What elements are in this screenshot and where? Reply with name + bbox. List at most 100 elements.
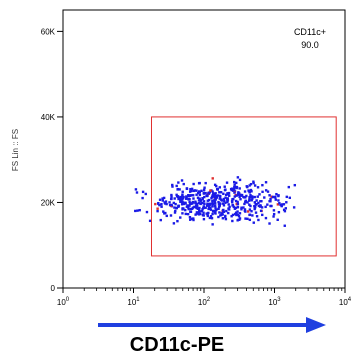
data-point [223, 188, 227, 192]
data-point [204, 181, 207, 185]
data-point [182, 202, 185, 206]
data-point [248, 203, 251, 206]
data-point [158, 203, 161, 207]
data-point [174, 209, 177, 213]
x-tick-exponent: 3 [277, 297, 281, 303]
x-tick-exponent: 4 [348, 297, 352, 303]
x-tick-base: 10 [198, 298, 207, 307]
data-point [261, 190, 264, 194]
data-point [203, 202, 206, 206]
data-point [169, 197, 173, 201]
data-point [198, 193, 202, 197]
data-point [236, 200, 239, 204]
data-point [246, 185, 249, 189]
data-point [169, 214, 173, 217]
x-tick-label: 104 [339, 297, 352, 307]
data-point [227, 203, 230, 206]
data-point [156, 207, 159, 210]
data-point [285, 195, 288, 199]
data-point [249, 194, 252, 197]
data-point [234, 212, 237, 216]
data-point [202, 200, 206, 203]
data-point [176, 195, 180, 199]
x-tick-exponent: 1 [136, 297, 140, 303]
data-point [222, 210, 226, 214]
data-point [195, 212, 199, 215]
gate-rectangle[interactable] [150, 116, 337, 257]
data-point [216, 187, 219, 191]
data-point [238, 218, 241, 221]
data-point [194, 201, 197, 205]
data-point [269, 197, 272, 201]
data-point [204, 191, 207, 195]
data-point [213, 198, 216, 202]
data-point [247, 210, 250, 213]
data-point [287, 185, 291, 189]
y-tick-label: 0 [51, 284, 56, 293]
data-point [228, 205, 231, 209]
data-point [217, 215, 220, 219]
data-point [134, 209, 137, 213]
data-point [264, 189, 268, 192]
data-point [224, 193, 228, 197]
x-tick-base: 10 [268, 298, 277, 307]
data-point [221, 217, 225, 220]
data-point [194, 213, 197, 216]
data-point [186, 212, 190, 216]
data-point [223, 199, 226, 203]
data-point [213, 195, 216, 199]
data-point [224, 214, 227, 218]
data-point [197, 211, 200, 214]
x-tick-exponent: 2 [207, 297, 211, 303]
data-point [283, 224, 286, 227]
data-point [157, 202, 160, 205]
data-point [268, 222, 271, 225]
data-point [170, 203, 173, 207]
data-point [181, 197, 185, 200]
data-point [264, 216, 268, 220]
data-point [233, 191, 236, 194]
data-point [189, 187, 192, 191]
data-point [243, 190, 247, 193]
data-point [198, 209, 201, 212]
data-point [173, 211, 177, 214]
data-point [191, 194, 195, 197]
data-point [266, 203, 269, 206]
data-point [196, 196, 200, 199]
data-point [213, 193, 216, 197]
data-point [251, 214, 254, 217]
data-point [195, 206, 198, 210]
data-point [201, 213, 205, 217]
data-point [192, 197, 195, 200]
data-point [211, 204, 214, 207]
data-point [272, 212, 276, 216]
data-point [244, 217, 247, 220]
data-point [218, 186, 221, 189]
data-point [181, 198, 184, 201]
data-point [274, 198, 277, 201]
x-tick-label: 100 [57, 297, 70, 307]
data-point [199, 200, 202, 203]
data-point [207, 204, 211, 207]
data-point [214, 206, 217, 209]
data-point [156, 209, 159, 213]
data-point [276, 203, 280, 206]
data-point [188, 215, 192, 219]
data-point [238, 195, 241, 199]
data-point [208, 191, 211, 194]
data-point [257, 218, 260, 222]
data-point [252, 180, 255, 183]
data-point [197, 182, 201, 185]
data-point [234, 211, 238, 214]
data-point [249, 204, 252, 208]
data-point [179, 197, 182, 200]
data-point [253, 201, 256, 204]
data-point [225, 198, 229, 201]
data-point [181, 194, 184, 197]
data-point [205, 194, 208, 197]
data-point [145, 210, 149, 214]
data-point [185, 195, 188, 199]
data-point [231, 219, 234, 223]
data-point [255, 199, 258, 202]
data-point [214, 209, 218, 212]
